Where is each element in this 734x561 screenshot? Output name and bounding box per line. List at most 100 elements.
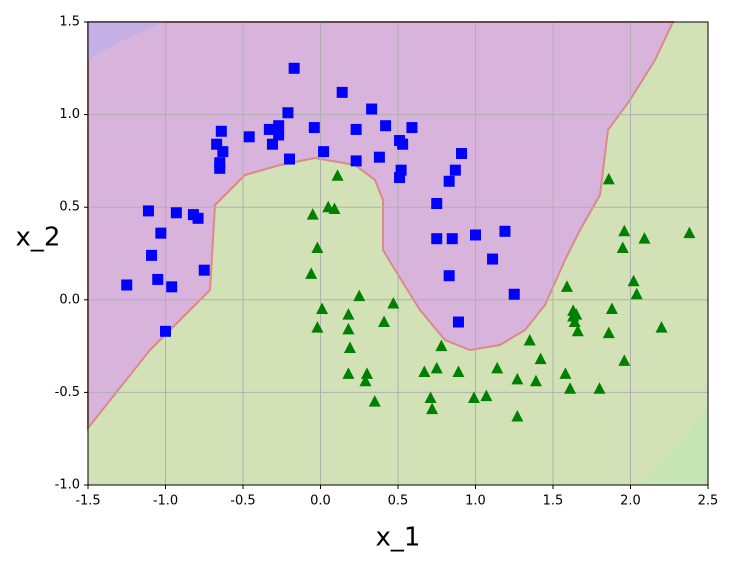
point — [559, 367, 572, 379]
point — [342, 308, 355, 320]
point — [480, 389, 493, 402]
point — [387, 297, 400, 309]
point — [211, 138, 223, 150]
x-tick-label: 0.5 — [388, 494, 409, 509]
point — [418, 365, 431, 378]
point — [426, 402, 439, 415]
point — [273, 120, 285, 132]
point — [350, 155, 362, 167]
point — [655, 321, 668, 333]
point — [263, 123, 275, 135]
point — [508, 288, 520, 300]
point — [142, 205, 154, 217]
point — [616, 241, 629, 253]
point — [273, 129, 285, 141]
point — [121, 279, 133, 291]
point — [266, 138, 278, 150]
point — [380, 120, 392, 132]
x-tick-label: -1.0 — [153, 494, 178, 509]
point — [630, 287, 643, 300]
y-tick-label: -0.5 — [55, 385, 80, 400]
point — [446, 233, 458, 245]
point — [511, 409, 524, 422]
point — [443, 270, 455, 282]
point — [424, 391, 437, 403]
point — [318, 146, 330, 158]
point — [152, 273, 164, 285]
point — [343, 341, 356, 353]
point — [146, 249, 158, 261]
point — [373, 151, 385, 163]
x-tick-label: 2.5 — [698, 494, 719, 509]
point — [306, 208, 319, 220]
point — [431, 233, 443, 245]
x-tick-label: -1.5 — [75, 494, 100, 509]
point — [366, 103, 378, 115]
point — [397, 138, 409, 150]
point — [217, 146, 229, 158]
point — [342, 322, 355, 335]
point — [170, 207, 182, 219]
marks — [121, 62, 696, 422]
point — [638, 232, 651, 244]
point — [282, 107, 294, 119]
point — [431, 197, 443, 209]
y-tick-label: -1.0 — [55, 478, 80, 493]
point — [491, 361, 504, 374]
point — [214, 157, 226, 169]
point — [406, 122, 418, 134]
point — [331, 169, 344, 181]
point — [571, 324, 584, 337]
point — [198, 264, 210, 276]
point — [593, 382, 606, 394]
point — [523, 334, 536, 346]
point — [456, 147, 468, 159]
point — [470, 229, 481, 241]
point — [564, 382, 577, 394]
point — [618, 224, 631, 237]
point — [215, 125, 227, 137]
point — [160, 325, 171, 337]
point — [560, 280, 573, 292]
point — [435, 339, 448, 352]
y-tick-label: 1.0 — [59, 107, 80, 122]
point — [284, 153, 295, 165]
point — [683, 226, 696, 239]
point — [627, 274, 640, 287]
point — [192, 212, 204, 224]
y-tick-label: 1.5 — [59, 15, 80, 30]
point — [511, 372, 524, 385]
x-tick-label: 1.0 — [465, 494, 486, 509]
point — [350, 123, 362, 135]
point — [243, 131, 255, 143]
point — [214, 162, 226, 174]
point — [359, 374, 372, 387]
y-tick-label: 0.5 — [59, 200, 80, 215]
point — [443, 175, 455, 187]
point — [368, 395, 381, 407]
point — [452, 365, 465, 378]
point — [316, 302, 329, 315]
point — [452, 316, 464, 328]
point — [311, 321, 324, 333]
point — [288, 62, 300, 74]
point — [378, 315, 391, 328]
region-shade — [88, 22, 165, 60]
point — [449, 164, 461, 176]
point — [430, 361, 443, 374]
point — [602, 172, 615, 185]
point — [361, 367, 373, 379]
y-axis-label: x_2 — [16, 223, 61, 253]
x-tick-label: 0.0 — [310, 494, 331, 509]
point — [534, 352, 547, 365]
point — [602, 326, 615, 339]
point — [394, 172, 406, 184]
region-shade — [640, 400, 708, 485]
point — [618, 354, 631, 366]
point — [605, 302, 618, 315]
point — [487, 253, 499, 265]
point — [499, 225, 511, 237]
point — [395, 164, 407, 176]
point — [308, 122, 320, 134]
